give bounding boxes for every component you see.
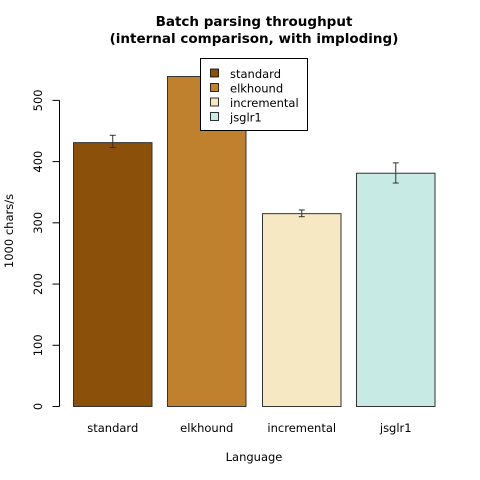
bar-jsglr1: [356, 172, 436, 407]
chart-title-line-2: (internal comparison, with imploding): [110, 31, 399, 47]
y-axis-title: 1000 chars/s: [2, 194, 16, 268]
x-tick-label-jsglr1: jsglr1: [379, 421, 412, 435]
y-tick-label-300: 300: [31, 212, 45, 234]
y-axis: 0 100 200 300 400 500: [31, 89, 60, 410]
legend-swatch-elkhound: [210, 83, 219, 92]
y-tick-label-400: 400: [31, 151, 45, 173]
bar-elkhound: [167, 76, 247, 407]
bar-standard: [73, 142, 153, 408]
error-bars-group: [109, 134, 399, 218]
x-tick-label-standard: standard: [87, 421, 138, 435]
legend-label-incremental: incremental: [230, 96, 299, 110]
x-tick-label-elkhound: elkhound: [180, 421, 233, 435]
x-axis-labels: standard elkhound incremental jsglr1: [87, 421, 411, 435]
legend-label-elkhound: elkhound: [230, 82, 283, 96]
bar-incremental: [262, 213, 342, 407]
chart-title-line-1: Batch parsing throughput: [156, 14, 353, 30]
legend-swatch-incremental: [210, 97, 219, 107]
chart-title: Batch parsing throughput (internal compa…: [110, 14, 399, 47]
x-tick-label-incremental: incremental: [267, 421, 336, 435]
x-axis-title: Language: [226, 450, 283, 464]
legend-swatch-jsglr1: [210, 112, 219, 121]
legend-swatch-standard: [210, 68, 219, 78]
y-tick-label-0: 0: [31, 403, 45, 410]
legend-label-standard: standard: [230, 67, 281, 81]
y-tick-label-200: 200: [31, 273, 45, 295]
y-tick-label-500: 500: [31, 89, 45, 111]
legend-label-jsglr1: jsglr1: [229, 111, 262, 125]
y-tick-label-100: 100: [31, 334, 45, 356]
